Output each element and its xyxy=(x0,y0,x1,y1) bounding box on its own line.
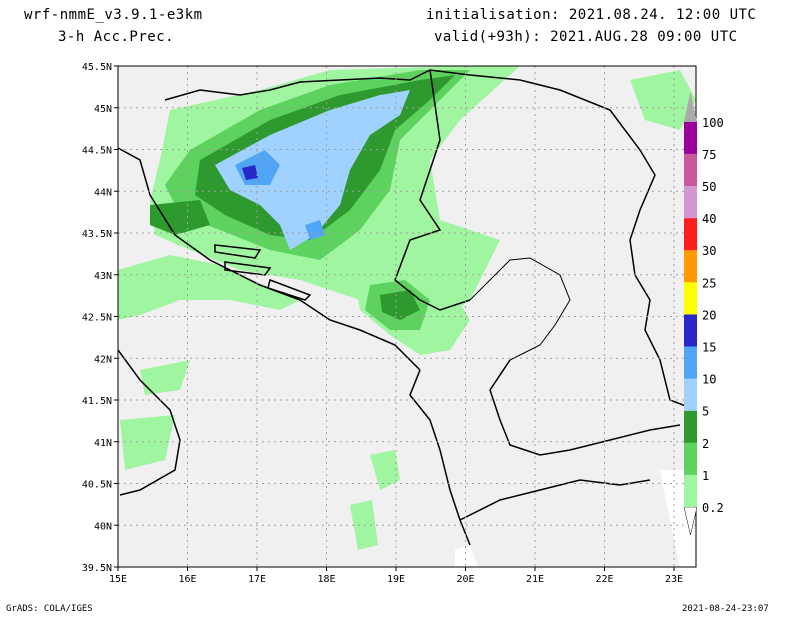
legend-level-label: 25 xyxy=(702,276,716,290)
precip-zone-10-15-b xyxy=(305,220,325,240)
legend-swatch xyxy=(684,346,697,379)
lon-tick-label: 20E xyxy=(456,574,474,585)
legend-level-label: 30 xyxy=(702,244,716,258)
model-title: wrf-nmmE_v3.9.1-e3km xyxy=(24,7,203,23)
kosovo-border xyxy=(469,257,571,361)
sea-gulf xyxy=(455,545,478,567)
lat-tick-label: 40.5N xyxy=(82,480,112,491)
run-timestamp: 2021-08-24-23:07 xyxy=(682,604,769,614)
precip-zone-sea-south xyxy=(120,415,175,470)
legend-swatch xyxy=(684,378,697,411)
legend-level-label: 1 xyxy=(702,469,709,483)
lon-tick-label: 22E xyxy=(595,574,613,585)
lon-tick-label: 15E xyxy=(109,574,127,585)
legend-swatch xyxy=(684,410,697,443)
coastline xyxy=(118,147,421,371)
lat-tick-label: 44.5N xyxy=(82,146,112,157)
lat-tick-label: 43N xyxy=(94,271,112,282)
precip-zone-15-20 xyxy=(242,165,258,180)
legend-swatch xyxy=(684,186,697,219)
legend-level-label: 40 xyxy=(702,212,716,226)
italy-coast xyxy=(118,349,181,496)
lat-axis: 45.5N 45N 44.5N 44N 43.5N 43N 42.5N 42N 41.5N 41N… xyxy=(82,62,118,574)
lon-tick-label: 19E xyxy=(387,574,405,585)
legend-level-label: 15 xyxy=(702,341,716,355)
serbia-border xyxy=(394,69,471,311)
precip-zone-dark-south xyxy=(380,290,420,320)
lon-tick-label: 21E xyxy=(526,574,544,585)
lon-tick-label: 23E xyxy=(665,574,683,585)
valid-time: valid(+93h): 2021.AUG.28 09:00 UTC xyxy=(434,29,738,45)
precip-zone-coast xyxy=(118,255,300,320)
lon-tick-label: 17E xyxy=(248,574,266,585)
lat-tick-label: 41N xyxy=(94,438,112,449)
legend-swatch xyxy=(684,314,697,347)
legend-level-label: 100 xyxy=(702,116,724,130)
legend-level-label: 50 xyxy=(702,180,716,194)
north-border xyxy=(164,69,696,411)
field-title: 3-h Acc.Prec. xyxy=(58,29,175,45)
legend-level-label: 75 xyxy=(702,148,716,162)
legend-level-label: 20 xyxy=(702,308,716,322)
grads-credit: GrADS: COLA/IGES xyxy=(6,604,93,614)
lat-tick-label: 45N xyxy=(94,104,112,115)
legend-level-label: 5 xyxy=(702,405,709,419)
lat-tick-label: 40N xyxy=(94,521,112,532)
lon-tick-label: 16E xyxy=(178,574,196,585)
greece-border xyxy=(459,479,651,521)
lat-tick-label: 43.5N xyxy=(82,229,112,240)
lon-axis: 15E 16E 17E 18E 19E 20E 21E 22E 23E xyxy=(109,567,683,585)
legend-swatch xyxy=(684,121,697,154)
precip-zone-dark-west xyxy=(150,200,210,235)
init-time: initialisation: 2021.08.24. 12:00 UTC xyxy=(426,7,757,23)
precip-zone-albania xyxy=(370,450,400,490)
legend-upper-cap xyxy=(684,91,697,122)
legend-swatch xyxy=(684,218,697,251)
lat-tick-label: 45.5N xyxy=(82,62,112,73)
lat-tick-label: 42N xyxy=(94,354,112,365)
legend-level-label: 0.2 xyxy=(702,501,724,515)
precip-zone-northeast xyxy=(630,70,696,130)
legend-swatch xyxy=(684,250,697,283)
lat-tick-label: 42.5N xyxy=(82,313,112,324)
precip-zone-5-10 xyxy=(215,90,410,250)
lat-tick-label: 44N xyxy=(94,187,112,198)
legend-swatch xyxy=(684,474,697,507)
legend-swatch xyxy=(684,442,697,475)
macedonia-border xyxy=(489,359,681,456)
dalmatian-islands xyxy=(214,244,312,301)
legend-swatch xyxy=(684,153,697,186)
gridlines xyxy=(118,66,696,567)
legend-level-label: 10 xyxy=(702,373,716,387)
legend-level-label: 2 xyxy=(702,437,709,451)
lat-tick-label: 39.5N xyxy=(82,563,112,574)
lon-tick-label: 18E xyxy=(317,574,335,585)
precip-zone-sea xyxy=(140,360,190,395)
legend-swatch xyxy=(684,282,697,315)
lat-tick-label: 41.5N xyxy=(82,396,112,407)
